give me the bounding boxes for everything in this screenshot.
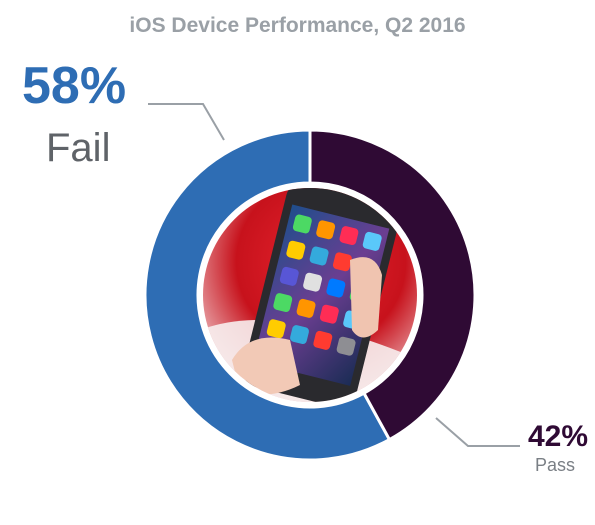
app-icon: [339, 226, 359, 246]
app-icon: [290, 325, 309, 345]
chart-title: iOS Device Performance, Q2 2016: [129, 14, 466, 37]
hand-holding-iphone-icon: [203, 188, 417, 402]
fail-leader-line: [148, 103, 225, 141]
app-icon: [266, 319, 286, 339]
app-icon: [332, 252, 352, 272]
app-icon: [296, 298, 316, 318]
app-icon: [286, 240, 306, 260]
pass-category-label: Pass: [535, 455, 576, 475]
fail-category-label: Fail: [46, 126, 111, 170]
slice-fail: [143, 128, 392, 462]
app-icon: [292, 214, 312, 234]
app-icon: [362, 231, 382, 251]
app-icon: [316, 220, 336, 240]
pass-percent-label: 42%: [528, 420, 589, 453]
app-icon: [309, 246, 329, 266]
app-icon: [313, 330, 333, 350]
app-icon: [326, 278, 346, 298]
app-icon: [303, 272, 323, 292]
fail-percent-label: 58%: [22, 57, 127, 115]
pass-leader-line: [435, 417, 520, 447]
app-icon: [319, 304, 339, 324]
slice-pass: [308, 128, 477, 442]
app-icon: [273, 293, 293, 313]
app-icon: [279, 266, 299, 286]
app-icon: [336, 336, 356, 356]
